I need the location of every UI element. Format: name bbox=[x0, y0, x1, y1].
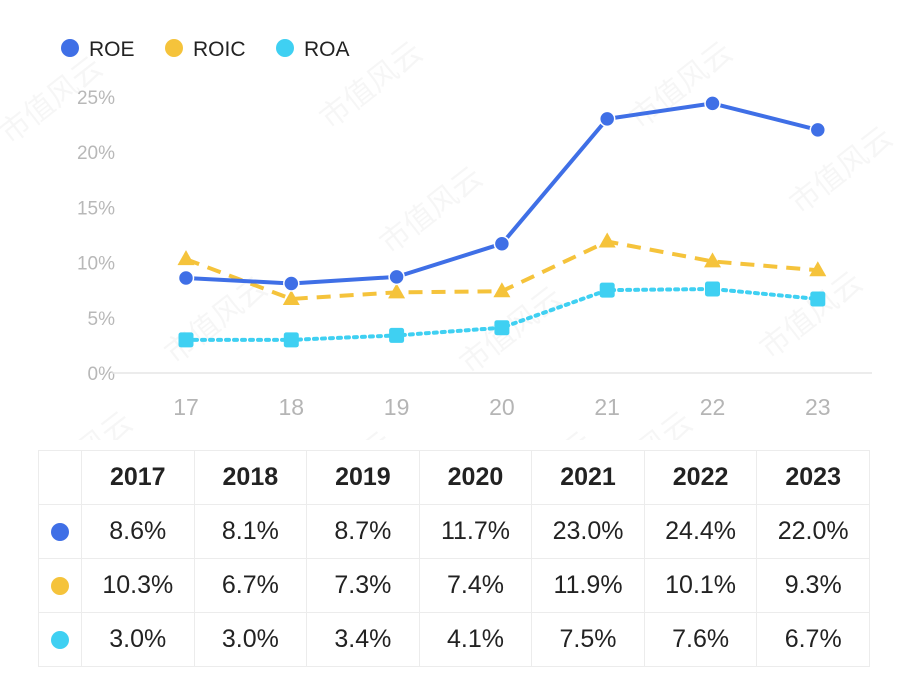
table-cell: 11.7% bbox=[418, 504, 533, 559]
table-cell: 22.0% bbox=[756, 504, 870, 559]
series-roe bbox=[177, 95, 827, 292]
table-header-cell: 2018 bbox=[193, 450, 308, 505]
table-row-roe: 8.6% 8.1% 8.7% 11.7% 23.0% 24.4% 22.0% bbox=[38, 504, 870, 559]
data-point bbox=[178, 332, 194, 348]
table-header-cell: 2019 bbox=[306, 450, 420, 505]
table-header-cell: 2023 bbox=[756, 450, 870, 505]
watermark-text: 市值风云 bbox=[483, 425, 599, 440]
x-tick-label: 19 bbox=[384, 394, 410, 420]
legend-roa-label: ROA bbox=[304, 38, 350, 61]
x-tick-label: 17 bbox=[173, 394, 199, 420]
data-point bbox=[704, 95, 721, 112]
data-point bbox=[810, 291, 826, 307]
data-point bbox=[388, 283, 406, 299]
table-row-roa: 3.0% 3.0% 3.4% 4.1% 7.5% 7.6% 6.7% bbox=[38, 612, 870, 667]
series-roe-line bbox=[185, 101, 819, 286]
table-header-cell: 2021 bbox=[531, 450, 645, 505]
table-cell: 7.5% bbox=[531, 612, 645, 667]
series-layer bbox=[177, 95, 827, 348]
x-axis: 17 18 19 20 21 22 23 bbox=[173, 394, 830, 420]
data-point bbox=[598, 110, 616, 128]
data-point bbox=[598, 232, 616, 248]
table-cell: 24.4% bbox=[643, 504, 758, 559]
table-cell: 6.7% bbox=[756, 612, 870, 667]
y-tick-label: 25% bbox=[77, 88, 115, 109]
watermark-layer: 市值风云市值风云市值风云市值风云市值风云市值风云市值风云市值风云市值风云市值风云… bbox=[0, 35, 909, 440]
table-cell: 7.6% bbox=[643, 612, 758, 667]
table-cell: 7.4% bbox=[418, 558, 533, 613]
y-axis: 0% 5% 10% 15% 20% 25% bbox=[77, 88, 115, 385]
table-cell: 11.9% bbox=[531, 558, 645, 613]
table-cell: 3.0% bbox=[81, 612, 195, 667]
y-tick-label: 10% bbox=[77, 254, 115, 275]
data-point bbox=[599, 282, 615, 298]
table-row-marker bbox=[38, 504, 82, 559]
y-tick-label: 20% bbox=[77, 143, 115, 164]
legend-roa-dot-icon bbox=[276, 39, 294, 57]
data-point bbox=[809, 121, 827, 139]
table-row-marker bbox=[38, 612, 82, 667]
watermark-text: 市值风云 bbox=[283, 425, 399, 440]
table-cell: 7.3% bbox=[306, 558, 420, 613]
watermark-text: 市值风云 bbox=[373, 160, 489, 261]
table-cell: 4.1% bbox=[418, 612, 533, 667]
data-point bbox=[705, 281, 720, 297]
data-point bbox=[809, 261, 827, 277]
series-roic bbox=[177, 232, 827, 305]
table-row-marker bbox=[38, 558, 82, 613]
table-corner-cell bbox=[38, 450, 82, 505]
legend-roic-label: ROIC bbox=[193, 38, 246, 61]
series-roa bbox=[178, 281, 826, 348]
data-point bbox=[389, 327, 405, 343]
y-tick-label: 0% bbox=[88, 364, 116, 385]
watermark-text: 市值风云 bbox=[453, 280, 569, 381]
x-tick-label: 20 bbox=[489, 394, 515, 420]
line-chart: 市值风云市值风云市值风云市值风云市值风云市值风云市值风云市值风云市值风云市值风云… bbox=[0, 35, 909, 440]
x-tick-label: 23 bbox=[805, 394, 831, 420]
table-header-cell: 2017 bbox=[81, 450, 195, 505]
data-point bbox=[494, 320, 510, 336]
table-cell: 3.4% bbox=[306, 612, 420, 667]
watermark-text: 市值风云 bbox=[783, 120, 899, 221]
table-cell: 6.7% bbox=[193, 558, 308, 613]
table-cell: 23.0% bbox=[531, 504, 645, 559]
roe-legend-dot-icon bbox=[51, 523, 69, 542]
watermark-text: 市值风云 bbox=[753, 265, 869, 366]
data-point bbox=[704, 252, 721, 268]
chart-legend: ROE ROIC ROA bbox=[61, 38, 350, 61]
roa-legend-dot-icon bbox=[51, 631, 69, 650]
roic-legend-dot-icon bbox=[51, 577, 69, 596]
table-cell: 10.1% bbox=[643, 558, 758, 613]
table-row-roic: 10.3% 6.7% 7.3% 7.4% 11.9% 10.1% 9.3% bbox=[38, 558, 870, 613]
table-cell: 10.3% bbox=[81, 558, 195, 613]
legend-roe-label: ROE bbox=[89, 38, 135, 61]
legend-roic-dot-icon bbox=[165, 39, 183, 57]
table-header-row: 2017 2018 2019 2020 2021 2022 2023 bbox=[38, 450, 870, 505]
table-header-cell: 2022 bbox=[643, 450, 758, 505]
watermark-text: 市值风云 bbox=[853, 410, 909, 440]
data-point bbox=[177, 269, 195, 287]
data-point bbox=[282, 289, 300, 305]
x-tick-label: 21 bbox=[594, 394, 620, 420]
data-point bbox=[388, 268, 405, 286]
table-cell: 8.6% bbox=[81, 504, 195, 559]
table-cell: 8.1% bbox=[193, 504, 308, 559]
table-cell: 8.7% bbox=[306, 504, 420, 559]
table-cell: 3.0% bbox=[193, 612, 308, 667]
table-cell: 9.3% bbox=[756, 558, 870, 613]
watermark-text: 市值风云 bbox=[23, 405, 139, 440]
x-tick-label: 22 bbox=[700, 394, 726, 420]
data-point bbox=[283, 275, 300, 292]
watermark-text: 市值风云 bbox=[623, 35, 739, 136]
table-header-cell: 2020 bbox=[418, 450, 533, 505]
legend-roe-dot-icon bbox=[61, 39, 79, 57]
x-tick-label: 18 bbox=[279, 394, 305, 420]
y-tick-label: 15% bbox=[77, 198, 115, 219]
data-point bbox=[283, 332, 299, 348]
data-point bbox=[177, 250, 195, 266]
data-point bbox=[493, 282, 511, 298]
data-table: 2017 2018 2019 2020 2021 2022 2023 8.6% … bbox=[38, 450, 870, 667]
y-tick-label: 5% bbox=[88, 309, 116, 330]
data-point bbox=[493, 235, 511, 252]
